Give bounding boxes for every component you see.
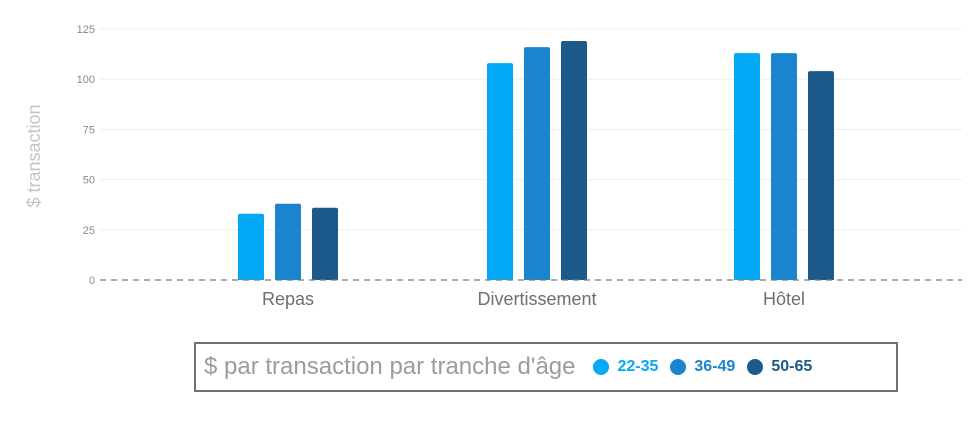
y-tick-label: 50 (83, 175, 95, 187)
bar-50-65-Hôtel (808, 71, 834, 280)
y-axis-ticks: 0 25 50 75 100 125 (77, 24, 95, 287)
bar-22-35-Hôtel (734, 53, 760, 280)
y-tick-label: 0 (89, 275, 95, 287)
bar-36-49-Repas (275, 203, 301, 280)
legend-items: 22-35 36-49 50-65 (581, 358, 812, 376)
x-category-label: Repas (262, 289, 314, 309)
bar-22-35-Repas (238, 213, 264, 280)
legend-item: 22-35 (593, 358, 658, 376)
y-tick-label: 100 (77, 74, 95, 86)
legend-label: 50-65 (771, 358, 813, 375)
bar-50-65-Divertissement (561, 41, 587, 280)
y-tick-label: 125 (77, 24, 95, 36)
y-axis-label: $ transaction (24, 104, 44, 207)
legend-swatch (593, 359, 610, 375)
legend-label: 36-49 (694, 358, 736, 375)
bars (238, 41, 834, 281)
bar-50-65-Repas (312, 207, 338, 280)
x-category-label: Divertissement (477, 289, 596, 309)
bar-chart: 0 25 50 75 100 125 Repas Divertissement Hôtel $… (24, 24, 962, 309)
bar-36-49-Hôtel (771, 53, 797, 280)
legend-swatch (747, 359, 764, 375)
bar-22-35-Divertissement (487, 63, 513, 280)
y-tick-label: 75 (83, 124, 95, 136)
x-category-label: Hôtel (763, 289, 805, 309)
legend-title: $ par transaction par tranche d'âge (204, 353, 576, 380)
legend: $ par transaction par tranche d'âge 22-3… (194, 342, 898, 392)
legend-item: 36-49 (670, 358, 735, 376)
bar-36-49-Divertissement (524, 47, 550, 281)
legend-item: 50-65 (747, 358, 812, 376)
y-tick-label: 25 (83, 225, 95, 237)
legend-label: 22-35 (617, 358, 659, 375)
category-labels: Repas Divertissement Hôtel (262, 289, 805, 309)
legend-swatch (670, 359, 687, 375)
